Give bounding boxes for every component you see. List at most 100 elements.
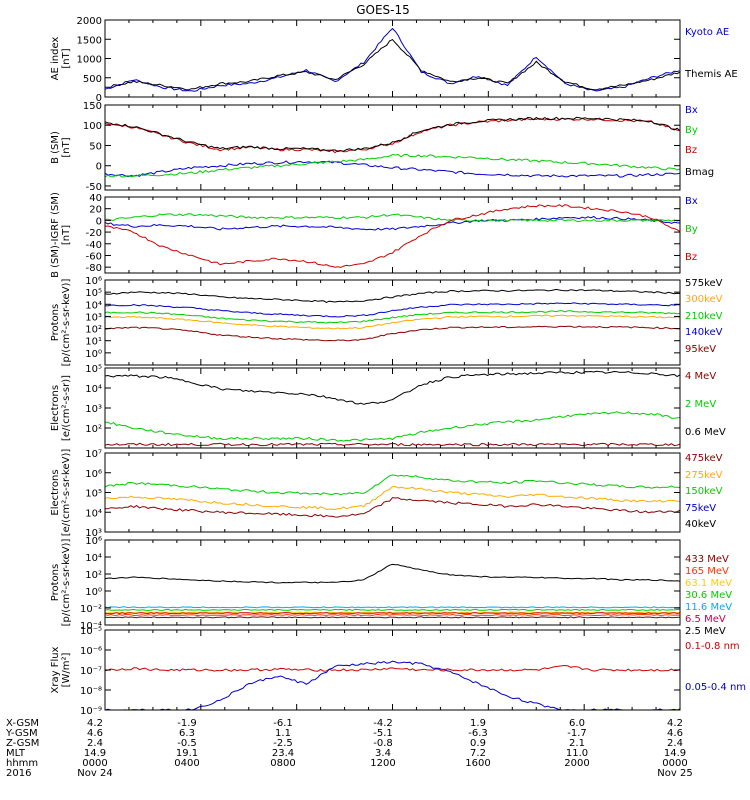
footer-value: 1.9 xyxy=(470,718,486,729)
y-tick-label: 10⁻² xyxy=(80,604,102,615)
footer-value: 23.4 xyxy=(272,748,294,759)
series-line-protons-low-0 xyxy=(104,288,681,303)
y-tick-label: 100 xyxy=(83,121,102,132)
y-axis-label-line: Electrons xyxy=(50,385,61,431)
y-tick-label: 10¹ xyxy=(85,337,102,348)
series-line-ae-1 xyxy=(104,38,681,91)
series-line-electrons-low-1 xyxy=(104,485,681,511)
legend-entry: 2.5 MeV xyxy=(685,626,726,637)
footer-value: 11.0 xyxy=(566,748,588,759)
series-line-xray-1 xyxy=(104,660,681,711)
y-axis-label-line: [nT] xyxy=(61,225,72,245)
legend-entry: 0.05-0.4 nm xyxy=(685,682,746,693)
y-axis-label: B (SM)[nT] xyxy=(50,131,72,164)
y-tick-label: 10⁷ xyxy=(85,449,102,460)
series-line-bsm-2 xyxy=(104,117,681,154)
y-tick-label: -40 xyxy=(86,240,102,251)
series-line-protons-high-2 xyxy=(104,611,681,614)
y-tick-label: 10² xyxy=(85,570,102,581)
y-tick-label: 150 xyxy=(83,101,102,112)
panel-bsm: -50 0 50 100 150 B (SM)[nT] Bx By Bz Bmag xyxy=(50,101,714,193)
y-tick-label: -50 xyxy=(86,182,102,193)
y-tick-label: 0 xyxy=(96,162,102,173)
footer-value: 0.9 xyxy=(470,738,486,749)
y-tick-label: 10⁻⁶ xyxy=(80,646,102,657)
y-tick-label: 10⁵ xyxy=(85,288,102,299)
legend-entry: 0.6 MeV xyxy=(685,427,726,438)
legend-entry: By xyxy=(685,224,698,235)
series-line-electrons-high-2 xyxy=(104,370,681,405)
y-tick-label: 10⁶ xyxy=(85,536,102,547)
footer-value: 4.2 xyxy=(87,718,103,729)
footer-row-label: 2016 xyxy=(6,768,31,779)
legend-entry: 475keV xyxy=(685,453,723,464)
series-line-protons-low-1 xyxy=(104,314,681,330)
y-tick-label: 50 xyxy=(89,141,102,152)
y-tick-label: 10⁻⁸ xyxy=(80,686,102,697)
footer-value: 14.9 xyxy=(664,748,686,759)
legend-entry: Bx xyxy=(685,196,698,207)
legend-entry: 95keV xyxy=(685,344,716,355)
y-axis-label-line: Protons xyxy=(50,564,61,601)
series-line-protons-low-2 xyxy=(104,310,681,324)
footer-value: 2.4 xyxy=(87,738,103,749)
y-tick-label: 0 xyxy=(96,93,102,104)
y-tick-label: 2000 xyxy=(77,16,102,27)
legend-entry: 300keV xyxy=(685,294,723,305)
legend-entry: Bmag xyxy=(685,167,714,178)
y-axis-label-line: B (SM)-IGRF (SM) xyxy=(50,192,61,278)
footer-value: -1.9 xyxy=(177,718,197,729)
series-line-protons-high-4 xyxy=(104,606,680,609)
y-tick-label: 1500 xyxy=(77,35,102,46)
footer-value: -2.5 xyxy=(273,738,293,749)
y-tick-label: -80 xyxy=(86,263,102,274)
y-axis-label: Electrons[e/(cm²-s-sr)] xyxy=(50,375,72,441)
legend-entry: Kyoto AE xyxy=(685,27,729,38)
y-axis-label: B (SM)-IGRF (SM)[nT] xyxy=(50,192,72,278)
panel-frame xyxy=(104,104,681,191)
series-line-protons-low-3 xyxy=(104,302,680,318)
panel-ae: 0 500 1000 1500 2000 AE index[nT] Kyoto AE Them… xyxy=(50,16,738,104)
y-tick-label: 10⁶ xyxy=(85,276,102,287)
y-tick-label: 10⁻⁴ xyxy=(80,621,102,632)
footer-value: -6.1 xyxy=(273,718,293,729)
panel-protons-high: 10⁻⁴ 10⁻² 10⁰ 10² 10⁴ 10⁶ Protons[p/(cm²-s-sr-… xyxy=(50,536,732,637)
series-line-protons-high-0 xyxy=(104,616,681,619)
footer-value: 0000 xyxy=(662,758,687,769)
y-axis-label-line: Protons xyxy=(50,304,61,341)
y-axis-label-line: [e/(cm²-s-sr)] xyxy=(61,375,72,441)
panel-electrons-high: 10² 10³ 10⁴ 10⁵ Electrons[e/(cm²-s-sr)] 4 MeV… xyxy=(50,364,726,449)
footer-value: 3.4 xyxy=(375,748,391,759)
y-tick-label: 10⁻⁵ xyxy=(80,626,102,637)
y-tick-label: 20 xyxy=(89,205,102,216)
footer-value: 14.9 xyxy=(84,748,106,759)
y-tick-label: 1000 xyxy=(77,55,102,66)
panel-frame xyxy=(104,196,681,274)
y-tick-label: 10³ xyxy=(85,312,102,323)
y-axis-label-line: [nT] xyxy=(61,137,72,157)
footer-value: 7.2 xyxy=(470,748,486,759)
y-tick-label: -20 xyxy=(86,228,102,239)
footer-value: 1600 xyxy=(465,758,490,769)
y-axis-label: AE index[nT] xyxy=(50,37,72,81)
footer-value: -1.7 xyxy=(567,728,587,739)
series-line-bigrf-0 xyxy=(104,215,681,231)
series-line-bigrf-1 xyxy=(104,213,681,223)
footer-value: 2000 xyxy=(564,758,589,769)
legend-entry: Themis AE xyxy=(684,69,738,80)
series-line-protons-high-6 xyxy=(104,563,681,584)
footer-row-label: hhmm xyxy=(6,758,38,769)
footer-value: 4.2 xyxy=(667,718,683,729)
y-tick-label: 10² xyxy=(85,325,102,336)
legend-entry: 63.1 MeV xyxy=(685,578,732,589)
footer-value: -4.2 xyxy=(373,718,393,729)
footer-value: 0800 xyxy=(270,758,295,769)
y-tick-label: 40 xyxy=(89,193,102,204)
footer-value: 6.3 xyxy=(179,728,195,739)
y-tick-label: 10⁰ xyxy=(85,587,102,598)
footer-value: 1.1 xyxy=(275,728,291,739)
footer-value: 0000 xyxy=(82,758,107,769)
footer-value: -6.3 xyxy=(468,728,488,739)
